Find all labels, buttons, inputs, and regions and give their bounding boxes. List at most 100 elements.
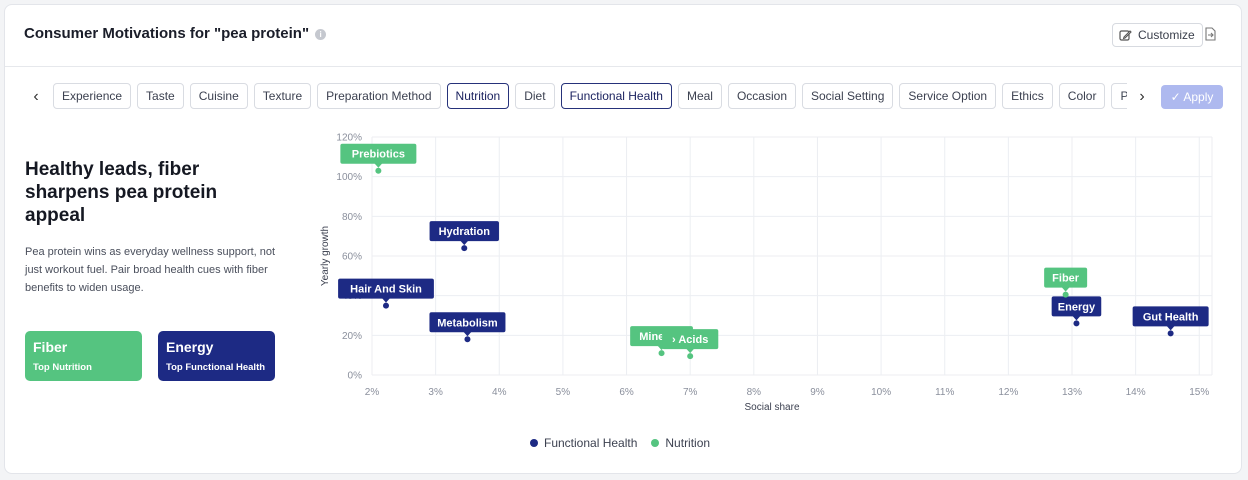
tabs-viewport: Experience Taste Cuisine Texture Preparation… — [53, 83, 1127, 113]
info-icon[interactable]: i — [315, 29, 327, 40]
kpi-label: Top Functional Health — [166, 362, 266, 373]
x-tick-label: 15% — [1189, 387, 1209, 398]
tab-meal[interactable]: Meal — [677, 83, 722, 109]
tab-nutrition[interactable]: Nutrition — [446, 83, 510, 109]
y-tick-label: 60% — [342, 252, 362, 263]
point-label-box-fiber — [1044, 267, 1088, 288]
x-tick-label: 4% — [492, 387, 507, 398]
tabs-list: Experience Taste Cuisine Texture Preparation… — [53, 83, 1127, 109]
legend-item-functional-health[interactable]: Functional Health — [530, 436, 637, 450]
point-fiber — [1062, 291, 1069, 298]
point-label-pointer — [686, 348, 695, 354]
tab-packaging[interactable]: Packaging — [1111, 83, 1127, 109]
customize-button[interactable]: Customize — [1112, 23, 1203, 47]
card-header: Consumer Motivations for "pea protein" i … — [5, 5, 1241, 67]
y-axis-label: Yearly growth — [320, 226, 331, 286]
kpi-label: Top Nutrition — [33, 362, 92, 373]
point-label-box-gut-health — [1132, 306, 1209, 327]
page-title-text: Consumer Motivations for "pea protein" — [24, 25, 310, 42]
filter-tabs-row: ‹ Experience Taste Cuisine Texture Preparati… — [5, 83, 1241, 113]
point-label-pointer — [1166, 325, 1175, 331]
point-hydration — [461, 245, 468, 252]
tab-color[interactable]: Color — [1058, 83, 1106, 109]
point-label-box-acids — [662, 329, 719, 350]
point-label-pointer — [382, 298, 390, 303]
tab-cuisine[interactable]: Cuisine — [189, 83, 248, 109]
legend-label: Nutrition — [665, 436, 711, 450]
x-tick-label: 8% — [747, 387, 762, 398]
tab-service-option[interactable]: Service Option — [899, 83, 997, 109]
point-acids — [687, 353, 694, 360]
point-label-box-hydration — [429, 221, 499, 242]
x-tick-label: 5% — [556, 387, 571, 398]
kpi-value: Energy — [166, 339, 214, 355]
x-tick-label: 12% — [998, 387, 1018, 398]
kpi-top-functional-health: Energy Top Functional Health — [158, 331, 275, 381]
point-label-fiber: Fiber — [1052, 273, 1080, 285]
point-label-box-metabolism — [429, 312, 506, 333]
point-label-pointer — [1072, 315, 1081, 321]
motivations-card: Consumer Motivations for "pea protein" i … — [4, 4, 1242, 474]
page-title: Consumer Motivations for "pea protein" i — [24, 25, 327, 42]
x-tick-label: 9% — [810, 387, 825, 398]
export-icon[interactable] — [1203, 27, 1217, 41]
y-tick-label: 100% — [336, 172, 362, 183]
tab-texture[interactable]: Texture — [253, 83, 312, 109]
x-tick-label: 13% — [1062, 387, 1082, 398]
x-tick-label: 11% — [935, 387, 954, 398]
point-label-pointer — [374, 163, 383, 168]
point-minerals — [658, 350, 665, 357]
point-metabolism — [464, 336, 471, 343]
point-label-pointer — [460, 240, 469, 246]
edit-icon — [1119, 29, 1132, 41]
point-label-hair-and-skin: Hair And Skin — [350, 284, 422, 296]
x-axis-label: Social share — [744, 402, 799, 413]
point-label-box-prebiotics — [340, 143, 417, 164]
point-label-prebiotics: Prebiotics — [352, 149, 405, 161]
tab-preparation-method[interactable]: Preparation Method — [317, 83, 441, 109]
kpi-top-nutrition: Fiber Top Nutrition — [25, 331, 142, 381]
customize-label: Customize — [1138, 28, 1195, 42]
chevron-left-icon[interactable]: ‹ — [33, 88, 39, 105]
point-label-box-energy — [1051, 296, 1102, 317]
point-label-hydration: Hydration — [439, 226, 491, 238]
point-label-metabolism: Metabolism — [437, 317, 498, 329]
legend-item-nutrition[interactable]: Nutrition — [651, 436, 710, 450]
point-label-energy: Energy — [1058, 301, 1096, 313]
tab-taste[interactable]: Taste — [137, 83, 184, 109]
x-tick-label: 14% — [1126, 387, 1146, 398]
point-label-pointer — [1061, 287, 1070, 292]
x-tick-label: 10% — [871, 387, 891, 398]
point-label-box-hair-and-skin — [338, 278, 434, 299]
apply-button[interactable]: ✓ Apply — [1161, 85, 1223, 109]
legend-label: Functional Health — [544, 436, 638, 450]
x-tick-label: 3% — [428, 387, 443, 398]
legend-dot — [651, 439, 660, 447]
tab-occasion[interactable]: Occasion — [727, 83, 796, 109]
x-tick-label: 2% — [365, 387, 380, 398]
y-tick-label: 120% — [336, 133, 362, 144]
x-tick-label: 6% — [619, 387, 634, 398]
y-tick-label: 20% — [342, 331, 362, 342]
point-label-pointer — [463, 331, 472, 337]
point-prebiotics — [375, 167, 382, 174]
x-tick-label: 7% — [683, 387, 698, 398]
tab-experience[interactable]: Experience — [53, 83, 132, 109]
legend-dot — [530, 439, 538, 447]
point-hair-and-skin — [383, 302, 389, 309]
point-label-gut-health: Gut Health — [1143, 311, 1199, 323]
y-tick-label: 80% — [342, 212, 362, 223]
tab-diet[interactable]: Diet — [515, 83, 555, 109]
point-gut-health — [1167, 330, 1174, 337]
y-tick-label: 0% — [348, 371, 363, 382]
insight-headline: Healthy leads, fiber sharpens pea protei… — [25, 159, 218, 226]
chevron-right-icon[interactable]: › — [1139, 88, 1145, 105]
insight-description: Pea protein wins as everyday wellness su… — [25, 246, 276, 294]
tab-social-setting[interactable]: Social Setting — [802, 83, 894, 109]
tab-ethics[interactable]: Ethics — [1002, 83, 1053, 109]
kpi-value: Fiber — [33, 339, 68, 355]
tab-functional-health[interactable]: Functional Health — [560, 83, 672, 109]
chart-legend: Functional Health Nutrition — [530, 436, 710, 450]
point-energy — [1073, 320, 1080, 327]
